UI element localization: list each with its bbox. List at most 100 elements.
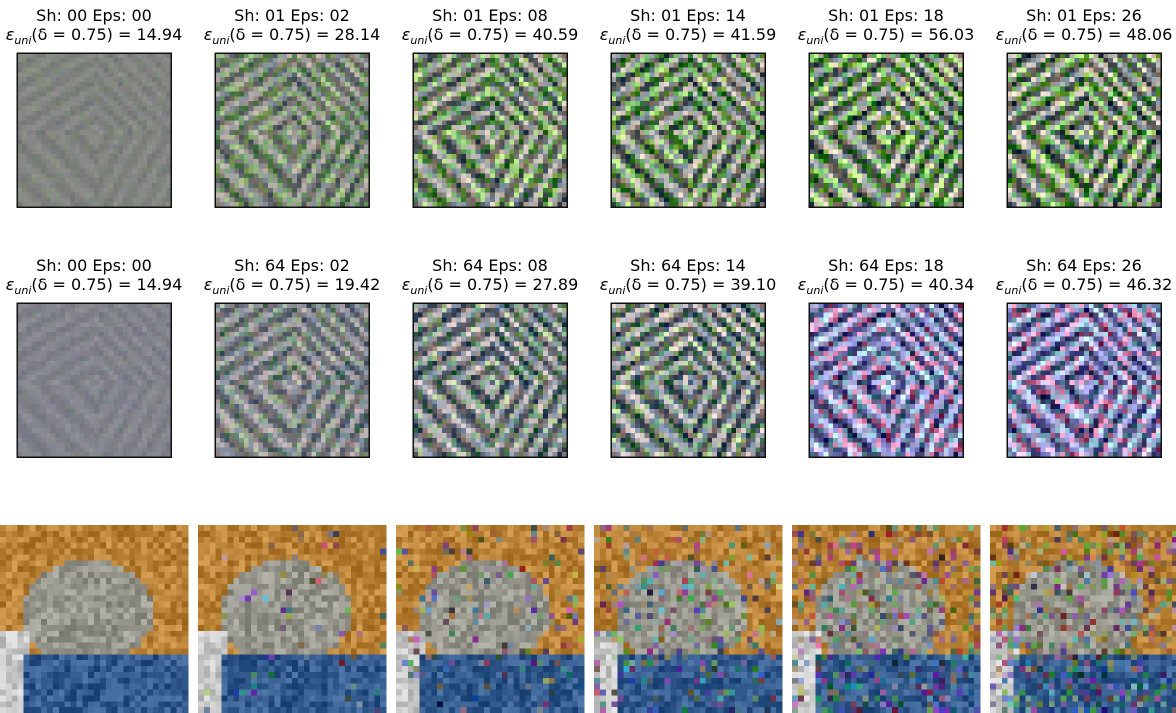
- pixel: [127, 110, 134, 117]
- pixel: [219, 187, 226, 194]
- pixel: [480, 163, 486, 170]
- pixel: [432, 163, 438, 170]
- pixel: [494, 154, 501, 160]
- pixel: [98, 77, 105, 83]
- pixel: [349, 182, 356, 189]
- pixel: [528, 144, 534, 150]
- pixel: [847, 158, 853, 165]
- pixel: [344, 81, 351, 88]
- pixel: [924, 149, 930, 155]
- pixel: [668, 91, 675, 97]
- pixel: [876, 120, 882, 126]
- pixel: [910, 173, 916, 179]
- pixel: [948, 77, 954, 83]
- pixel: [26, 158, 33, 165]
- pixel: [895, 91, 902, 97]
- pixel: [41, 202, 47, 208]
- pixel: [697, 120, 704, 126]
- pixel: [60, 149, 66, 155]
- pixel: [552, 125, 558, 131]
- pixel: [876, 86, 882, 93]
- pixel: [948, 96, 954, 102]
- pixel: [697, 110, 704, 117]
- pixel: [702, 110, 708, 117]
- pixel: [122, 130, 129, 136]
- pixel: [716, 105, 723, 112]
- pixel: [296, 77, 303, 83]
- pixel: [239, 81, 245, 88]
- pixel: [239, 178, 245, 184]
- pixel: [518, 197, 525, 203]
- pixel: [871, 86, 877, 93]
- pixel: [118, 62, 124, 69]
- pixel: [451, 62, 457, 69]
- pixel: [127, 192, 134, 198]
- pixel: [156, 187, 162, 194]
- pixel: [639, 130, 646, 136]
- pixel: [422, 86, 429, 93]
- pixel: [678, 192, 684, 198]
- pixel: [480, 120, 486, 126]
- pixel: [611, 197, 617, 203]
- pixel: [726, 110, 732, 117]
- pixel: [697, 154, 704, 160]
- pixel: [615, 62, 622, 69]
- pixel: [364, 182, 370, 189]
- pixel: [50, 173, 57, 179]
- pixel: [316, 67, 322, 73]
- pixel: [852, 154, 858, 160]
- pixel: [166, 72, 172, 78]
- pixel: [876, 163, 882, 170]
- pixel: [625, 163, 631, 170]
- pixel: [828, 139, 834, 146]
- pixel: [828, 158, 834, 165]
- pixel: [451, 158, 457, 165]
- pixel: [514, 202, 520, 208]
- pixel: [538, 115, 544, 121]
- pixel: [886, 57, 892, 64]
- pixel: [248, 62, 255, 69]
- pixel: [943, 62, 950, 69]
- pixel: [287, 77, 293, 83]
- pixel: [45, 202, 52, 208]
- pixel: [547, 163, 554, 170]
- pixel: [813, 86, 820, 93]
- pixel: [282, 115, 288, 121]
- pixel: [282, 96, 288, 102]
- pixel: [103, 130, 110, 136]
- pixel: [712, 57, 718, 64]
- pixel: [17, 110, 23, 117]
- pixel: [625, 105, 631, 112]
- pixel: [17, 173, 23, 179]
- pixel: [900, 77, 906, 83]
- pixel: [127, 67, 134, 73]
- pixel: [79, 154, 85, 160]
- pixel: [523, 149, 530, 155]
- pixel: [156, 139, 162, 146]
- pixel: [533, 57, 539, 64]
- pixel: [625, 81, 631, 88]
- pixel: [740, 197, 747, 203]
- pixel: [914, 67, 921, 73]
- pixel: [663, 192, 670, 198]
- pixel: [750, 115, 756, 121]
- pixel: [654, 173, 660, 179]
- pixel: [74, 158, 81, 165]
- pixel: [480, 110, 486, 117]
- pixel: [499, 120, 506, 126]
- pixel: [45, 115, 52, 121]
- pixel: [98, 62, 105, 69]
- pixel: [446, 101, 453, 107]
- pixel: [639, 178, 646, 184]
- pixel: [320, 173, 327, 179]
- pixel: [528, 67, 534, 73]
- pixel: [127, 125, 134, 131]
- pixel: [905, 86, 911, 93]
- pixel: [306, 115, 312, 121]
- pixel: [349, 178, 356, 184]
- pixel: [557, 134, 563, 141]
- pixel: [499, 67, 506, 73]
- pixel: [886, 72, 892, 78]
- pixel: [910, 168, 916, 174]
- pixel: [36, 182, 42, 189]
